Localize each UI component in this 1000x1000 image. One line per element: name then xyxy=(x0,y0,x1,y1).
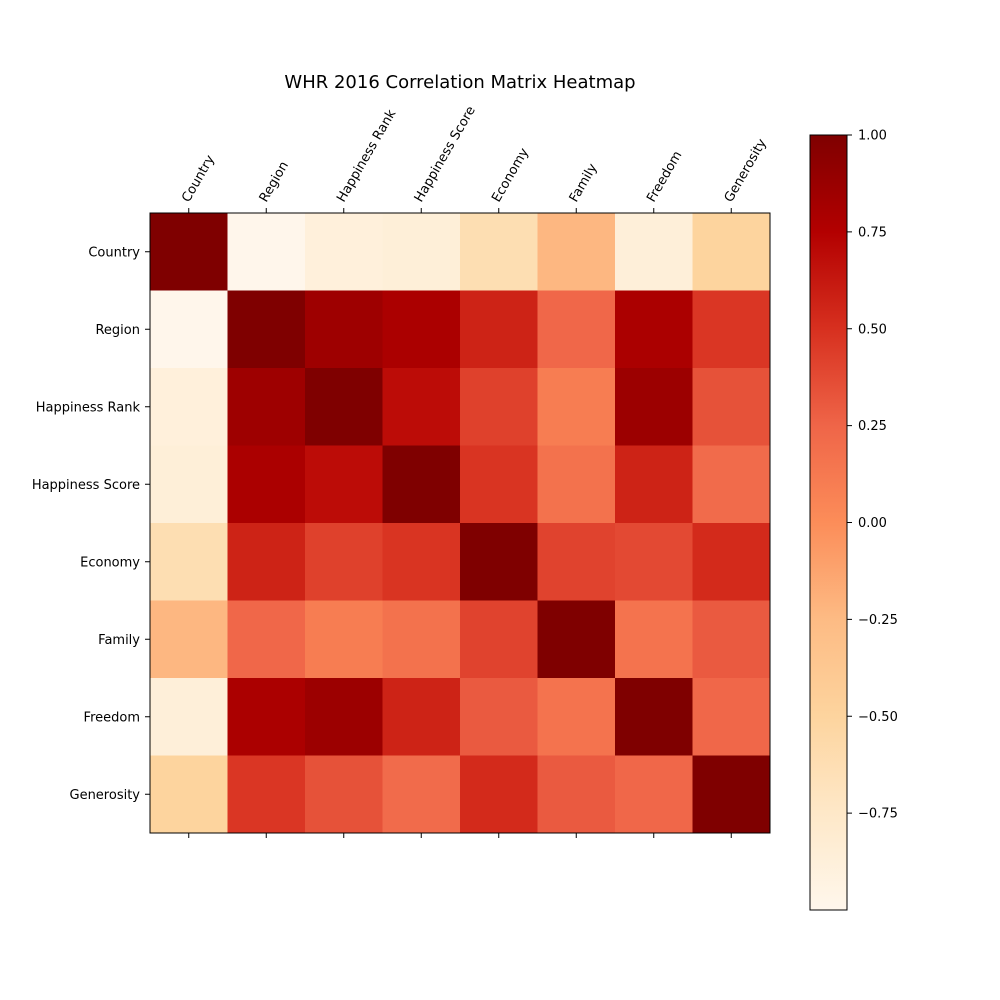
heatmap-cell xyxy=(305,523,383,601)
y-tick-label: Freedom xyxy=(84,710,140,725)
x-tick-label: Country xyxy=(179,153,218,205)
heatmap-cell xyxy=(692,755,771,834)
colorbar-tick-label: −0.75 xyxy=(858,807,898,822)
heatmap-cell xyxy=(692,445,771,524)
heatmap-cell xyxy=(305,755,383,834)
colorbar-tick-label: −0.25 xyxy=(858,613,898,628)
colorbar-tick-label: 0.75 xyxy=(858,225,887,240)
heatmap-cell xyxy=(615,678,693,756)
heatmap-cell xyxy=(460,213,538,291)
heatmap-cell xyxy=(227,290,306,369)
heatmap-cell xyxy=(615,600,693,679)
x-tick-label: Region xyxy=(257,159,292,205)
heatmap-cell xyxy=(305,600,383,679)
heatmap-cell xyxy=(382,523,461,601)
heatmap-cell xyxy=(227,600,306,679)
heatmap-cell xyxy=(150,678,228,756)
colorbar-tick-label: 0.50 xyxy=(858,322,887,337)
heatmap-cell xyxy=(305,290,383,369)
y-tick-label: Country xyxy=(88,245,140,260)
heatmap-cell xyxy=(150,445,228,524)
heatmap-cell xyxy=(227,678,306,756)
heatmap-cell xyxy=(537,290,616,369)
heatmap-cell xyxy=(537,368,616,446)
heatmap-cell xyxy=(460,445,538,524)
y-tick-label: Generosity xyxy=(70,788,141,803)
heatmap-cell xyxy=(150,213,228,291)
heatmap-cell xyxy=(692,600,771,679)
heatmap-cell xyxy=(460,600,538,679)
x-tick-label: Happiness Score xyxy=(412,104,479,205)
heatmap-cell xyxy=(150,600,228,679)
chart-title: WHR 2016 Correlation Matrix Heatmap xyxy=(284,72,635,93)
heatmap-cell xyxy=(382,755,461,834)
heatmap-cell xyxy=(382,290,461,369)
heatmap-cell xyxy=(537,755,616,834)
y-tick-label: Happiness Score xyxy=(32,478,140,493)
heatmap-cell xyxy=(382,213,461,291)
heatmap-cell xyxy=(150,368,228,446)
heatmap-cell xyxy=(692,678,771,756)
heatmap-cell xyxy=(460,290,538,369)
heatmap-cell xyxy=(305,445,383,524)
heatmap-cell xyxy=(227,523,306,601)
heatmap-cell xyxy=(460,755,538,834)
y-axis-ticks: Country Region Happiness Rank Happiness Sco… xyxy=(32,245,150,803)
x-tick-label: Economy xyxy=(489,145,532,205)
heatmap-cell xyxy=(150,523,228,601)
heatmap-cell xyxy=(615,368,693,446)
heatmap-cell xyxy=(460,678,538,756)
heatmap-cell xyxy=(615,523,693,601)
x-tick-label: Happiness Rank xyxy=(334,107,399,205)
heatmap-cell xyxy=(460,368,538,446)
heatmap-cell xyxy=(537,678,616,756)
colorbar: 1.00 0.75 0.50 0.25 0.00 −0.25 −0.50 −0.75 xyxy=(809,129,898,911)
heatmap-cell xyxy=(692,523,771,601)
plot-frame xyxy=(149,212,771,834)
heatmap-cell xyxy=(150,290,228,369)
heatmap-cell xyxy=(227,213,306,291)
x-tick-label: Family xyxy=(567,161,601,205)
heatmap-cell xyxy=(692,368,771,446)
heatmap-cell xyxy=(305,678,383,756)
heatmap-cell xyxy=(537,600,616,679)
colorbar-tick-label: −0.50 xyxy=(858,710,898,725)
heatmap-cell xyxy=(537,213,616,291)
heatmap-cell xyxy=(305,213,383,291)
heatmap-cell xyxy=(537,445,616,524)
heatmap-cell xyxy=(460,523,538,601)
heatmap-cell xyxy=(150,755,228,834)
heatmap-cell xyxy=(615,213,693,291)
y-tick-label: Happiness Rank xyxy=(36,400,141,415)
heatmap-cell xyxy=(615,445,693,524)
colorbar-gradient xyxy=(810,135,847,910)
heatmap-cell xyxy=(692,213,771,291)
heatmap-cell xyxy=(382,600,461,679)
heatmap-cell xyxy=(305,368,383,446)
heatmap-cell xyxy=(692,290,771,369)
heatmap-cell xyxy=(382,445,461,524)
heatmap-cell xyxy=(382,678,461,756)
heatmap-cell xyxy=(615,755,693,834)
x-tick-label: Freedom xyxy=(644,149,685,205)
heatmap-cell xyxy=(382,368,461,446)
heatmap-cell xyxy=(227,368,306,446)
x-tick-label: Generosity xyxy=(722,136,770,205)
heatmap-cells xyxy=(150,213,771,834)
y-tick-label: Region xyxy=(95,323,140,338)
heatmap-cell xyxy=(227,445,306,524)
colorbar-tick-label: 0.00 xyxy=(858,516,887,531)
y-tick-label: Family xyxy=(98,633,140,648)
colorbar-tick-label: 1.00 xyxy=(858,129,887,144)
heatmap-cell xyxy=(227,755,306,834)
heatmap-cell xyxy=(537,523,616,601)
y-tick-label: Economy xyxy=(80,555,140,570)
heatmap-cell xyxy=(615,290,693,369)
colorbar-tick-label: 0.25 xyxy=(858,419,887,434)
